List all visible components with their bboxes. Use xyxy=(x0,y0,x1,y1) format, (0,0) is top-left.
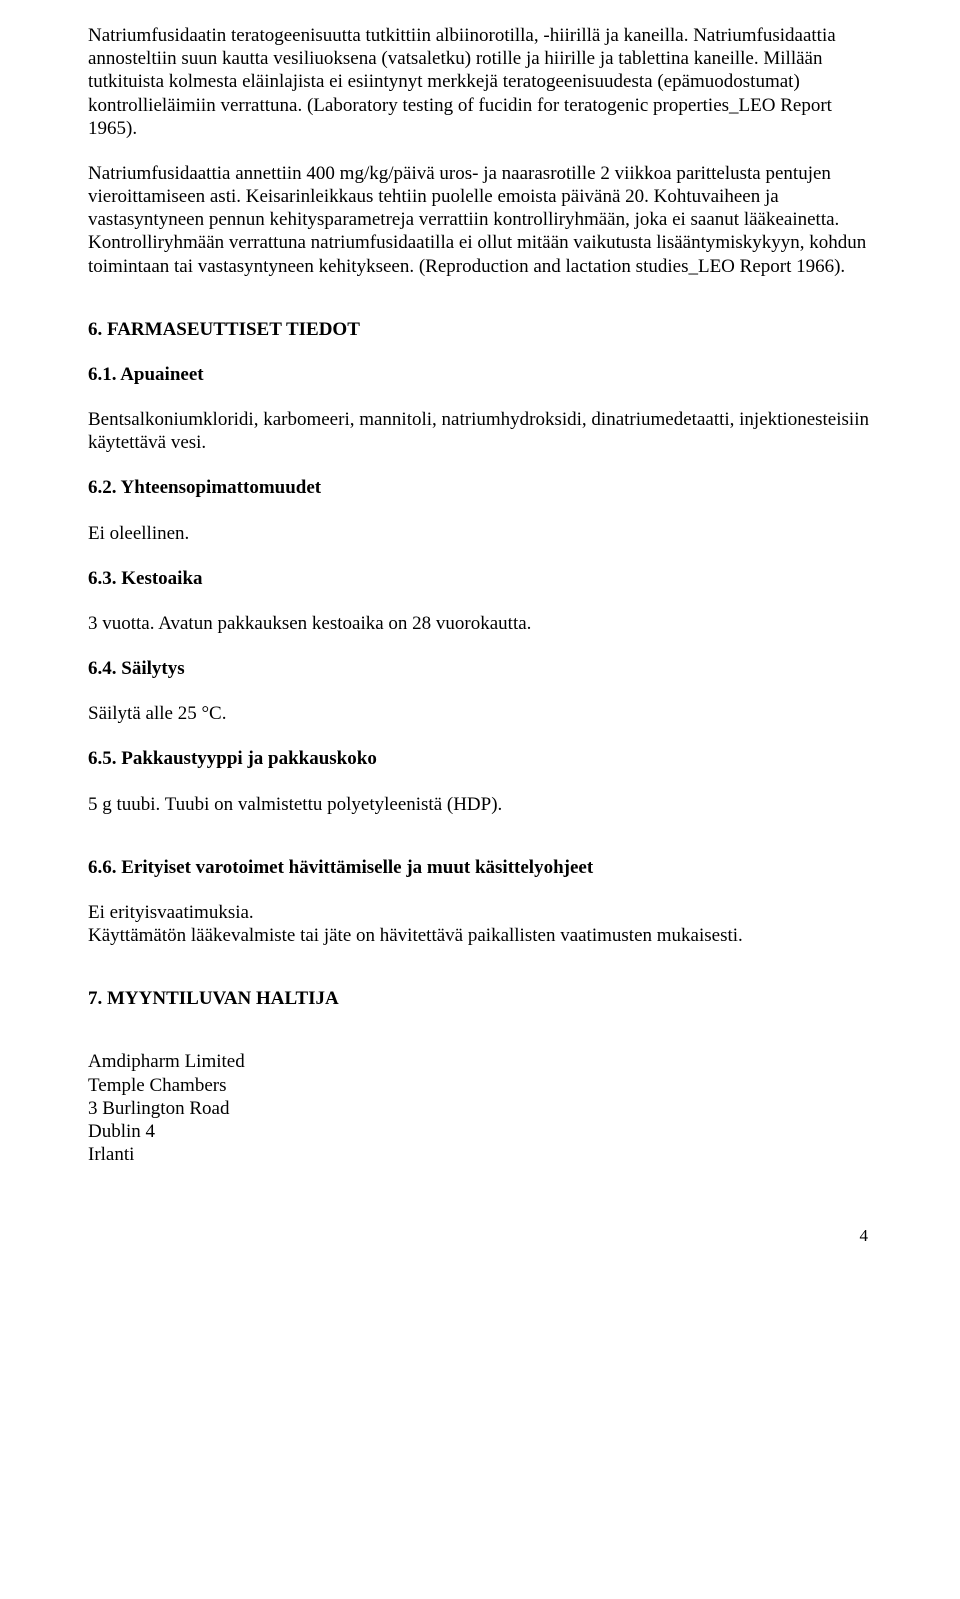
paragraph-reproduction: Natriumfusidaattia annettiin 400 mg/kg/p… xyxy=(88,162,872,278)
section-6-4-title: 6.4. Säilytys xyxy=(88,657,872,680)
section-6-4-body: Säilytä alle 25 °C. xyxy=(88,702,872,725)
address-line-4: Dublin 4 xyxy=(88,1120,872,1143)
address-line-5: Irlanti xyxy=(88,1143,872,1166)
paragraph-teratogenicity: Natriumfusidaatin teratogeenisuutta tutk… xyxy=(88,24,872,140)
section-6-5-title: 6.5. Pakkaustyyppi ja pakkauskoko xyxy=(88,747,872,770)
section-6-6-body: Ei erityisvaatimuksia. Käyttämätön lääke… xyxy=(88,901,872,947)
section-6-6-line1: Ei erityisvaatimuksia. xyxy=(88,901,872,924)
section-7-title: 7. MYYNTILUVAN HALTIJA xyxy=(88,987,872,1010)
section-6-6-line2: Käyttämätön lääkevalmiste tai jäte on hä… xyxy=(88,924,872,947)
section-6-3-title: 6.3. Kestoaika xyxy=(88,567,872,590)
address-line-2: Temple Chambers xyxy=(88,1074,872,1097)
address-line-1: Amdipharm Limited xyxy=(88,1050,872,1073)
section-6-2-body: Ei oleellinen. xyxy=(88,522,872,545)
license-holder-address: Amdipharm Limited Temple Chambers 3 Burl… xyxy=(88,1050,872,1166)
page-number: 4 xyxy=(88,1226,872,1247)
section-6-5-body: 5 g tuubi. Tuubi on valmistettu polyetyl… xyxy=(88,793,872,816)
section-6-3-body: 3 vuotta. Avatun pakkauksen kestoaika on… xyxy=(88,612,872,635)
section-6-1-title: 6.1. Apuaineet xyxy=(88,363,872,386)
section-6-title: 6. FARMASEUTTISET TIEDOT xyxy=(88,318,872,341)
address-line-3: 3 Burlington Road xyxy=(88,1097,872,1120)
section-6-1-body: Bentsalkoniumkloridi, karbomeeri, mannit… xyxy=(88,408,872,454)
section-6-2-title: 6.2. Yhteensopimattomuudet xyxy=(88,476,872,499)
section-6-6-title: 6.6. Erityiset varotoimet hävittämiselle… xyxy=(88,856,872,879)
